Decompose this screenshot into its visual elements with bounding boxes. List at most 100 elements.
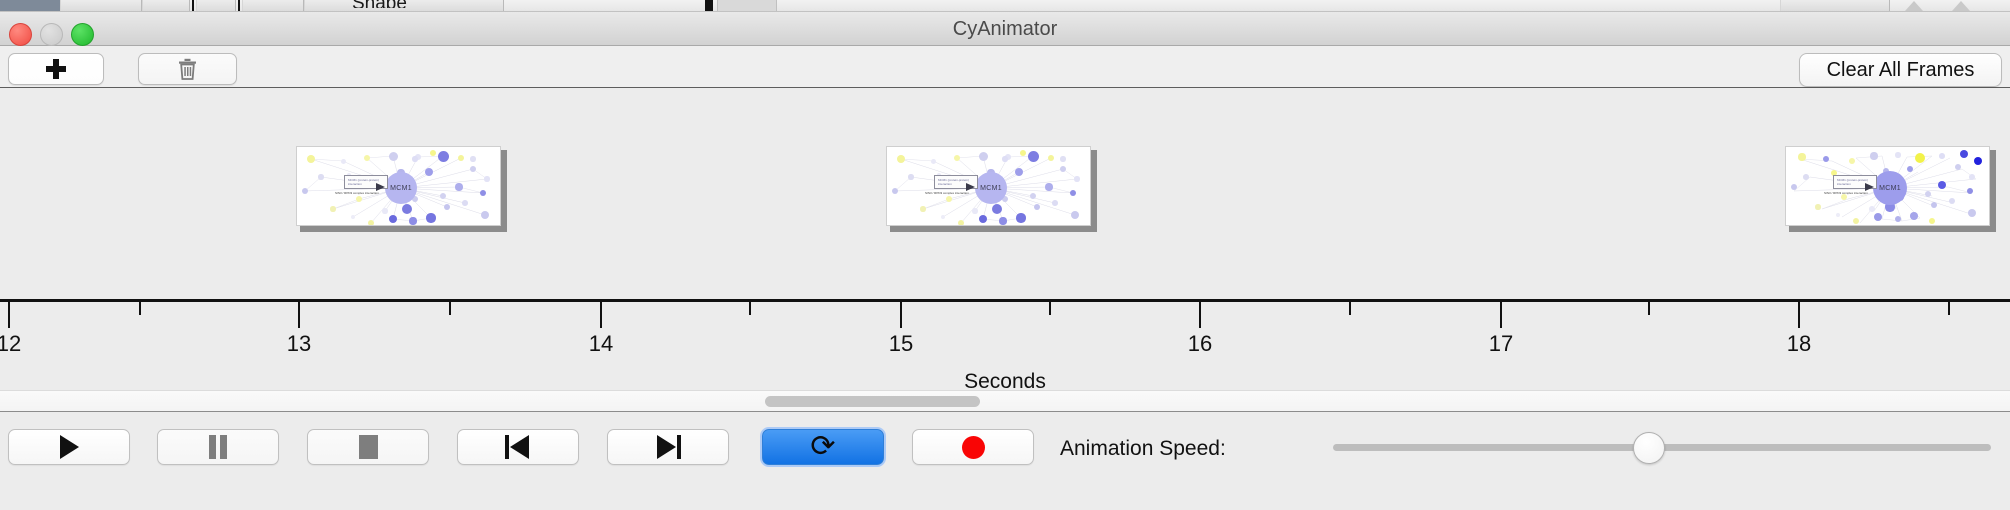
graph-node: [1798, 153, 1806, 161]
graph-node: [364, 155, 370, 161]
graph-node: [1071, 211, 1079, 219]
graph-node: [318, 174, 324, 180]
graph-node: [999, 217, 1007, 225]
graph-node: [1939, 153, 1945, 159]
graph-node: [470, 156, 476, 162]
graph-node: [437, 150, 449, 162]
next-frame-button[interactable]: [607, 429, 729, 465]
graph-node: [1020, 150, 1026, 156]
graph-hub-node: MCM1: [385, 172, 417, 204]
graph-node: [1803, 174, 1809, 180]
graph-node: [301, 187, 309, 195]
graph-node: [479, 189, 487, 197]
trash-icon: [178, 58, 197, 80]
graph-node: [1841, 194, 1847, 200]
graph-node: [1060, 156, 1066, 162]
graph-node: [936, 172, 942, 178]
graph-node: [908, 174, 914, 180]
scrollbar-thumb[interactable]: [765, 396, 980, 407]
timeline-frame[interactable]: MCM1 MCM1 (protein-protein) interaction SIN…: [296, 146, 507, 232]
graph-node: [978, 151, 988, 161]
ruler-tick-major: [900, 302, 902, 328]
ruler-tick-minor: [749, 302, 751, 315]
ruler-tick-major: [1199, 302, 1201, 328]
graph-node: [1882, 167, 1890, 175]
close-button[interactable]: [9, 23, 32, 46]
background-fragment: [304, 0, 504, 11]
background-fragment: [142, 0, 190, 11]
ruler-tick-major: [298, 302, 300, 328]
graph-node: [1937, 180, 1947, 190]
ruler-tick-label: 17: [1488, 331, 1514, 356]
graph-node: [958, 220, 964, 225]
timeline-frame[interactable]: MCM1 MCM1 (protein-protein) interaction SIN…: [1785, 146, 1996, 232]
graph-hub-node: MCM1: [1873, 171, 1907, 205]
add-frame-button[interactable]: [8, 53, 104, 85]
minimize-button[interactable]: [40, 23, 63, 46]
pause-button: [157, 429, 279, 465]
background-fragment: [196, 0, 236, 11]
graph-node: [1052, 200, 1058, 206]
play-icon: [59, 435, 79, 459]
graph-node: [1960, 150, 1968, 158]
graph-node: [1852, 217, 1860, 225]
horizontal-scrollbar[interactable]: [0, 390, 2010, 412]
stop-icon: [358, 435, 378, 459]
graph-hub-node: MCM1: [975, 172, 1007, 204]
ruler-tick-minor: [1648, 302, 1650, 315]
graph-node: [1910, 212, 1918, 220]
ruler-tick-label: 15: [888, 331, 914, 356]
maximize-button[interactable]: [71, 23, 94, 46]
previous-frame-button[interactable]: [457, 429, 579, 465]
graph-node: [368, 220, 374, 225]
clear-all-frames-button[interactable]: Clear All Frames: [1799, 53, 2002, 87]
graph-node: [307, 155, 315, 163]
graph-node: [484, 176, 490, 182]
title-bar: CyAnimator: [0, 12, 2010, 46]
plus-icon: [45, 58, 67, 80]
delete-frame-button[interactable]: [138, 53, 237, 85]
ruler-tick-major: [600, 302, 602, 328]
graph-tooltip-arrow: [1865, 183, 1874, 191]
graph-annotation: SIN3 / RPD3 complex interaction: [335, 191, 379, 195]
ruler-tick-label: 13: [286, 331, 312, 356]
background-shape: [1905, 1, 1923, 11]
graph-node: [1885, 202, 1895, 212]
stop-button: [307, 429, 429, 465]
ruler-tick-label: 16: [1187, 331, 1213, 356]
timeline-panel[interactable]: MCM1 MCM1 (protein-protein) interaction SIN…: [0, 88, 2010, 390]
graph-node: [1966, 187, 1974, 195]
graph-node: [1034, 204, 1040, 210]
graph-node: [388, 151, 398, 161]
graph-node: [340, 158, 346, 164]
background-notch: [717, 0, 777, 11]
ruler-tick-label: 14: [588, 331, 614, 356]
timeline-frame[interactable]: MCM1 MCM1 (protein-protein) interaction SIN…: [886, 146, 1097, 232]
graph-node: [1016, 213, 1026, 223]
slider-thumb[interactable]: [1632, 432, 1665, 464]
graph-node: [930, 158, 936, 164]
background-fragment: [242, 0, 304, 11]
background-window-label: Shape: [352, 0, 407, 8]
ruler-tick-label: 18: [1786, 331, 1812, 356]
record-button[interactable]: [912, 429, 1034, 465]
graph-node: [1894, 215, 1902, 223]
loop-icon: ⟳: [810, 429, 836, 464]
axis-title-seconds: Seconds: [964, 370, 1046, 390]
play-button[interactable]: [8, 429, 130, 465]
graph-node: [1849, 158, 1855, 164]
graph-node: [1001, 195, 1009, 203]
graph-node: [1060, 166, 1066, 172]
toolbar: Clear All Frames: [0, 46, 2010, 88]
graph-node: [424, 167, 434, 177]
loop-button[interactable]: ⟳: [762, 429, 884, 465]
graph-tooltip-arrow: [376, 183, 385, 191]
graph-node: [920, 206, 926, 212]
graph-node: [470, 166, 476, 172]
graph-node: [1815, 204, 1821, 210]
ruler-tick-minor: [1049, 302, 1051, 315]
graph-node: [1029, 192, 1037, 200]
graph-node: [1069, 189, 1077, 197]
animation-speed-slider[interactable]: [1333, 429, 1991, 465]
